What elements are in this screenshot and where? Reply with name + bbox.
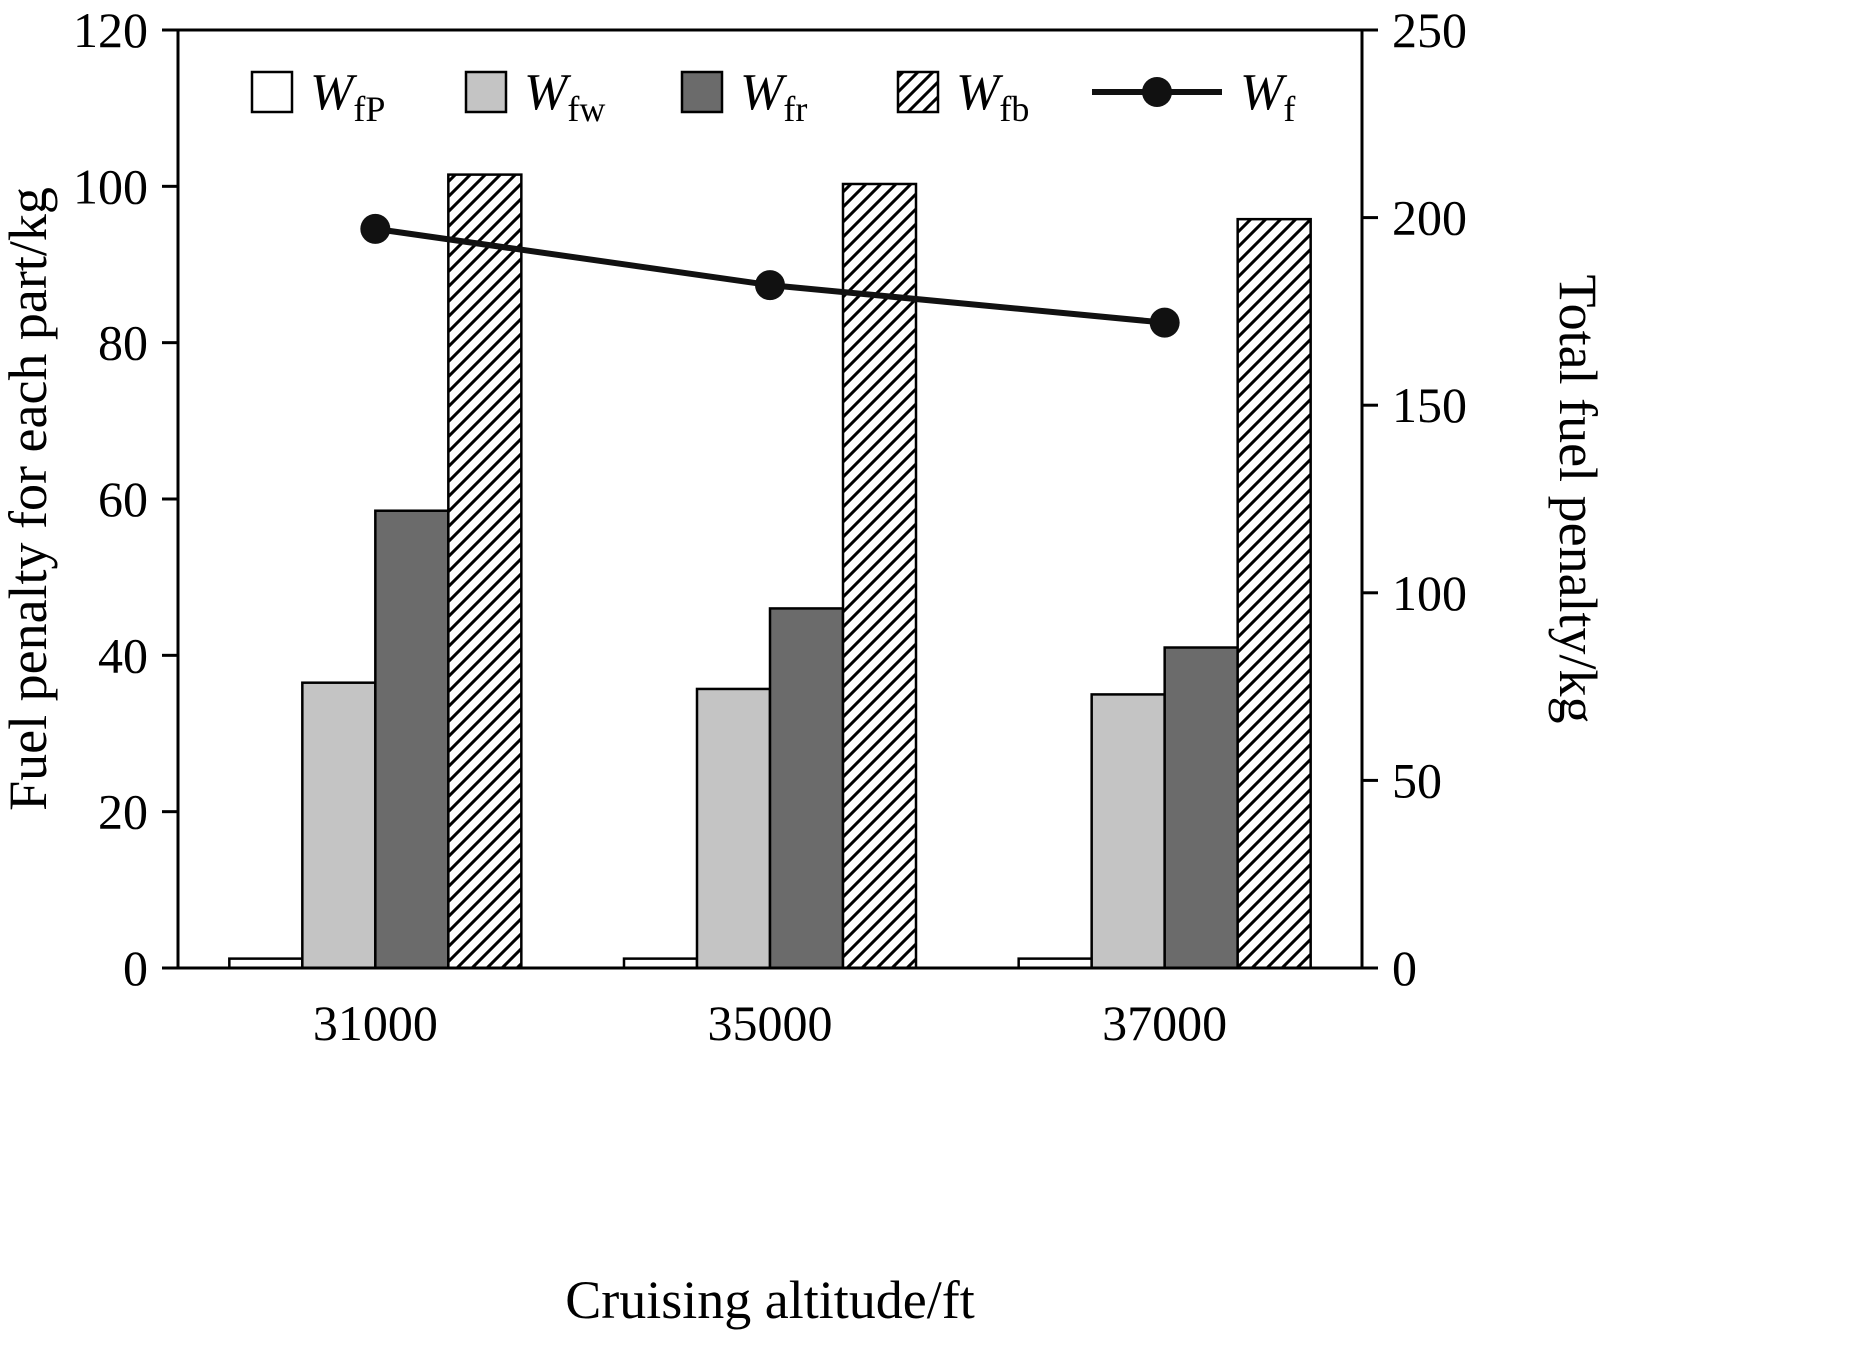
legend-label-WfP: WfP [310,64,385,129]
legend-label-Wfb: Wfb [956,64,1029,129]
left-axis-tick-label: 120 [73,2,148,58]
legend-swatch-WfP [250,70,294,114]
left-axis-tick-label: 100 [73,158,148,214]
bar-Wfw-37000 [1090,693,1166,970]
right-axis-title: Total fuel penalty/kg [1548,274,1608,723]
legend-swatch-Wfr [680,70,724,114]
legend-label-Wfw: Wfw [524,64,605,129]
right-axis-tick-label: 200 [1392,190,1467,246]
right-axis-tick-label: 150 [1392,377,1467,433]
right-axis-tick-label: 50 [1392,752,1442,808]
right-axis-tick-label: 0 [1392,940,1417,996]
x-axis-tick-label: 35000 [708,995,833,1051]
left-axis-tick-label: 0 [123,940,148,996]
bar-Wfb-31000 [447,173,523,970]
legend-swatch-Wfb [896,70,940,114]
x-axis-tick-label: 37000 [1102,995,1227,1051]
left-axis-tick-label: 40 [98,627,148,683]
line-marker [360,213,391,244]
legend-swatch-Wfw [464,70,508,114]
right-axis-tick-label: 100 [1392,565,1467,621]
legend-label-Wfr: Wfr [740,64,807,129]
bar-Wfb-37000 [1236,217,1312,970]
bar-Wfw-35000 [695,687,772,970]
left-axis-tick-label: 20 [98,784,148,840]
legend-label-Wf: Wf [1240,64,1295,129]
bar-Wfr-37000 [1163,646,1239,970]
bar-Wfr-31000 [374,509,450,970]
x-axis-title: Cruising altitude/ft [565,1270,974,1330]
left-axis-tick-label: 80 [98,315,148,371]
bar-Wfb-35000 [841,182,918,970]
line-marker [1149,307,1180,338]
x-axis-tick-label: 31000 [313,995,438,1051]
legend-line-marker [1142,77,1172,107]
bar-Wfw-31000 [301,681,377,970]
left-axis-tick-label: 60 [98,471,148,527]
bar-Wfr-35000 [768,607,845,970]
line-marker [755,270,785,301]
right-axis-tick-label: 250 [1392,2,1467,58]
left-axis-title: Fuel penalty for each part/kg [0,187,58,811]
